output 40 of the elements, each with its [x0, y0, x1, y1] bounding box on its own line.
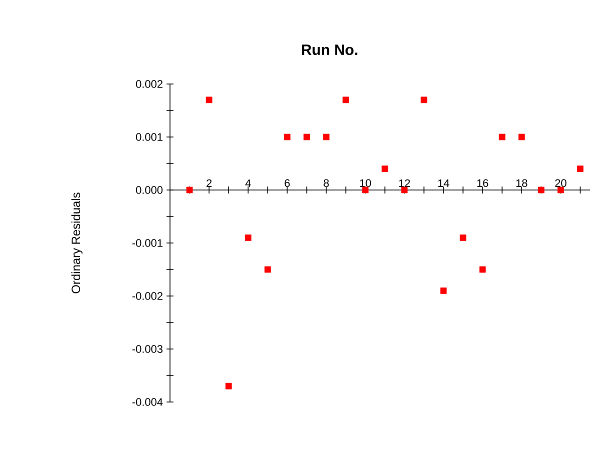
y-tick-label: 0.001	[136, 133, 162, 141]
point	[323, 134, 330, 140]
point	[186, 186, 193, 194]
y-tick-label: -0.002	[132, 292, 162, 300]
point	[558, 186, 564, 194]
x-tick-label: 12	[399, 179, 410, 187]
x-tick-label: 14	[438, 179, 450, 187]
x-tick-label: 8	[324, 179, 329, 187]
point	[304, 134, 310, 140]
x-axis-title: Run No.	[302, 44, 358, 56]
point	[264, 266, 271, 273]
point	[284, 134, 290, 140]
point	[342, 96, 350, 104]
x-tick-label: 16	[477, 179, 488, 187]
y-tick-label: -0.003	[132, 345, 163, 353]
point	[206, 96, 212, 104]
point	[498, 134, 506, 140]
y-tick-label: -0.001	[132, 239, 162, 247]
point	[538, 186, 544, 194]
x-tick-label: 6	[284, 179, 290, 187]
x-tick-label: 20	[555, 179, 566, 187]
point	[518, 134, 525, 140]
y-tick-label: -0.004	[132, 398, 163, 406]
point	[244, 234, 252, 241]
x-tick-label: 10	[360, 179, 372, 187]
x-tick-label: 2	[206, 179, 212, 187]
point	[460, 234, 466, 241]
point	[479, 266, 486, 273]
point	[577, 166, 584, 172]
y-axis-title: Ordinary Residuals	[71, 192, 82, 294]
y-tick-label: 0.002	[136, 80, 162, 88]
point	[440, 288, 447, 294]
point	[382, 166, 388, 172]
x-tick-label: 4	[245, 179, 251, 187]
point	[362, 186, 369, 194]
x-tick-label: 18	[516, 179, 528, 187]
y-tick-label: 0.000	[136, 186, 163, 194]
point	[225, 382, 232, 390]
point	[420, 96, 428, 104]
point	[401, 186, 408, 194]
